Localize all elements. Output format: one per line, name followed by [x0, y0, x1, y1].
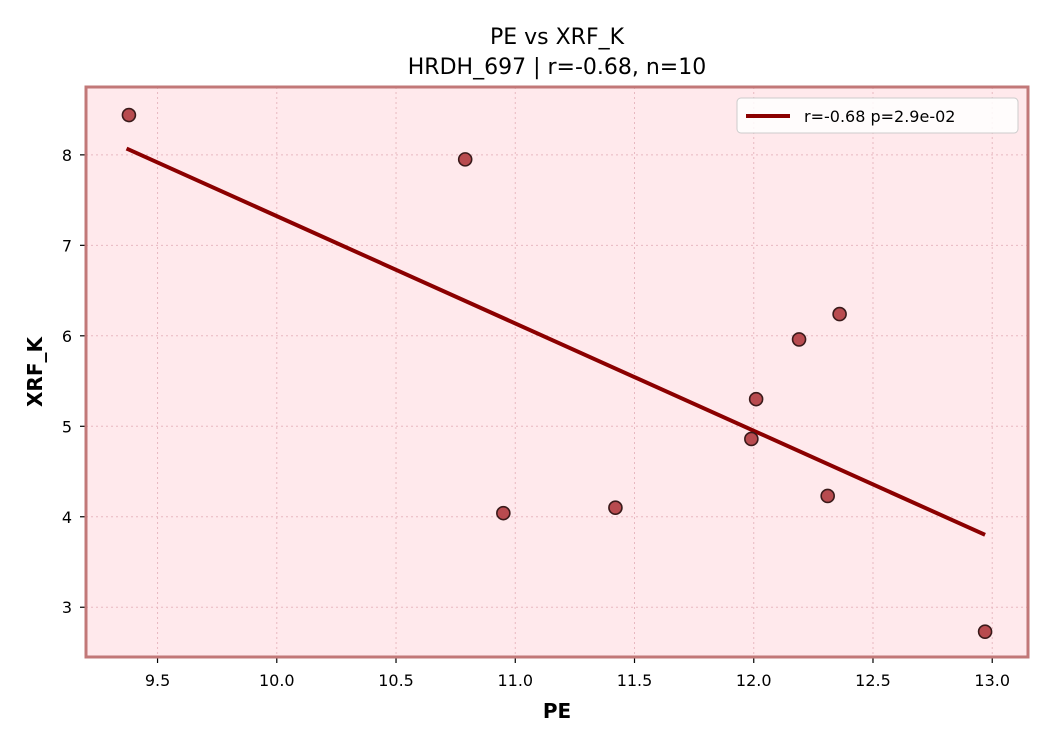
data-point: [121, 107, 137, 123]
x-tick-label: 11.0: [497, 671, 533, 690]
plot-area: [86, 87, 1028, 657]
data-point: [748, 391, 764, 407]
plot-frame: [84, 85, 1030, 659]
data-point: [496, 505, 511, 521]
data-point: [457, 152, 473, 167]
grid-lines: [86, 87, 1028, 657]
axis-ticks: 9.5 10.0 10.5 11.0 11.5 12.0 12.5 13.0 3 4 5 6 7 8: [62, 146, 1010, 690]
data-point: [832, 306, 847, 322]
y-axis-label: XRF_K: [23, 336, 47, 407]
x-tick-label: 10.0: [259, 671, 295, 690]
y-tick-label: 5: [62, 417, 72, 436]
y-tick-label: 4: [62, 508, 72, 527]
data-point: [977, 624, 993, 639]
legend: r=-0.68 p=2.9e-02: [736, 97, 1019, 134]
data-point: [820, 488, 835, 504]
regression-line-group: [125, 146, 986, 537]
regression-line: [125, 146, 986, 537]
x-tick-label: 13.0: [974, 671, 1010, 690]
legend-box: [736, 97, 1019, 134]
data-points: [121, 107, 993, 639]
data-point: [791, 332, 807, 347]
y-tick-label: 8: [62, 146, 72, 165]
chart-title: PE vs XRF_K: [490, 25, 625, 50]
data-point: [744, 431, 759, 447]
x-tick-label: 12.5: [855, 671, 891, 690]
x-tick-label: 12.0: [736, 671, 772, 690]
y-tick-label: 6: [62, 327, 72, 346]
x-tick-label: 10.5: [378, 671, 414, 690]
chart-subtitle: HRDH_697 | r=-0.68, n=10: [408, 55, 706, 80]
x-tick-label: 9.5: [145, 671, 170, 690]
x-tick-label: 11.5: [617, 671, 653, 690]
x-axis-label: PE: [543, 699, 571, 723]
y-tick-label: 3: [62, 598, 72, 617]
legend-label: r=-0.68 p=2.9e-02: [804, 107, 955, 126]
data-point: [608, 500, 623, 516]
y-tick-label: 7: [62, 236, 72, 255]
